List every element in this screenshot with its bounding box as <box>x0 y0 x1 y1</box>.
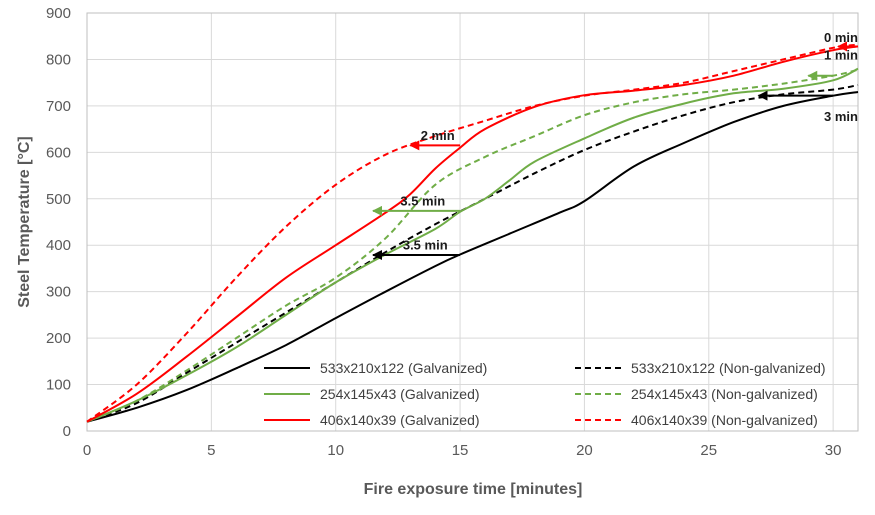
y-tick-label: 0 <box>63 423 71 440</box>
x-tick-label: 25 <box>700 442 717 459</box>
y-tick-label: 300 <box>46 284 71 301</box>
annotation-label: 3 min <box>824 109 858 124</box>
annotation-label: 1 min <box>824 47 858 62</box>
annotation-layer: 0 min 1 min 3 min 2 min 3.5 min 3.5 min <box>372 30 858 260</box>
y-tick-label: 800 <box>46 51 71 68</box>
annotation-label: 0 min <box>824 30 858 45</box>
y-tick-label: 200 <box>46 330 71 347</box>
legend-label-533x210x122-galvanized: 533x210x122 (Galvanized) <box>320 360 487 376</box>
x-tick-label: 10 <box>327 442 344 459</box>
series-layer <box>86 43 859 423</box>
y-tick-label: 900 <box>46 5 71 22</box>
legend-label-254x145x43-non-galvanized: 254x145x43 (Non-galvanized) <box>631 386 818 402</box>
x-tick-label: 15 <box>452 442 469 459</box>
y-tick-label: 700 <box>46 98 71 115</box>
grid-layer <box>87 12 858 431</box>
annotation-label: 3.5 min <box>403 237 448 252</box>
x-axis-title: Fire exposure time [minutes] <box>364 481 583 498</box>
series-line-254x145x43-non-galvanized <box>86 68 859 423</box>
series-line-254x145x43-galvanized <box>86 67 859 423</box>
axis-titles: Fire exposure time [minutes] Steel Tempe… <box>16 136 582 498</box>
annotation-label: 3.5 min <box>400 193 445 208</box>
annotation-label: 2 min <box>421 128 455 143</box>
x-tick-label: 20 <box>576 442 593 459</box>
y-tick-label: 100 <box>46 377 71 394</box>
y-tick-label: 600 <box>46 144 71 161</box>
legend-label-254x145x43-galvanized: 254x145x43 (Galvanized) <box>320 386 480 402</box>
series-line-533x210x122-galvanized <box>86 91 859 423</box>
legend-label-406x140x39-galvanized: 406x140x39 (Galvanized) <box>320 412 480 428</box>
x-tick-label: 0 <box>83 442 91 459</box>
y-tick-label: 400 <box>46 237 71 254</box>
series-line-533x210x122-non-galvanized <box>86 84 859 423</box>
legend: 533x210x122 (Galvanized) 254x145x43 (Galv… <box>264 360 826 428</box>
legend-label-406x140x39-non-galvanized: 406x140x39 (Non-galvanized) <box>631 412 818 428</box>
x-tick-label: 30 <box>825 442 842 459</box>
series-line-406x140x39-galvanized <box>86 45 859 423</box>
y-axis-title: Steel Temperature [°C] <box>16 136 33 307</box>
legend-label-533x210x122-non-galvanized: 533x210x122 (Non-galvanized) <box>631 360 826 376</box>
x-tick-label: 5 <box>207 442 215 459</box>
plot-area-border <box>86 12 859 432</box>
y-tick-label: 500 <box>46 191 71 208</box>
series-line-406x140x39-non-galvanized <box>86 43 859 423</box>
